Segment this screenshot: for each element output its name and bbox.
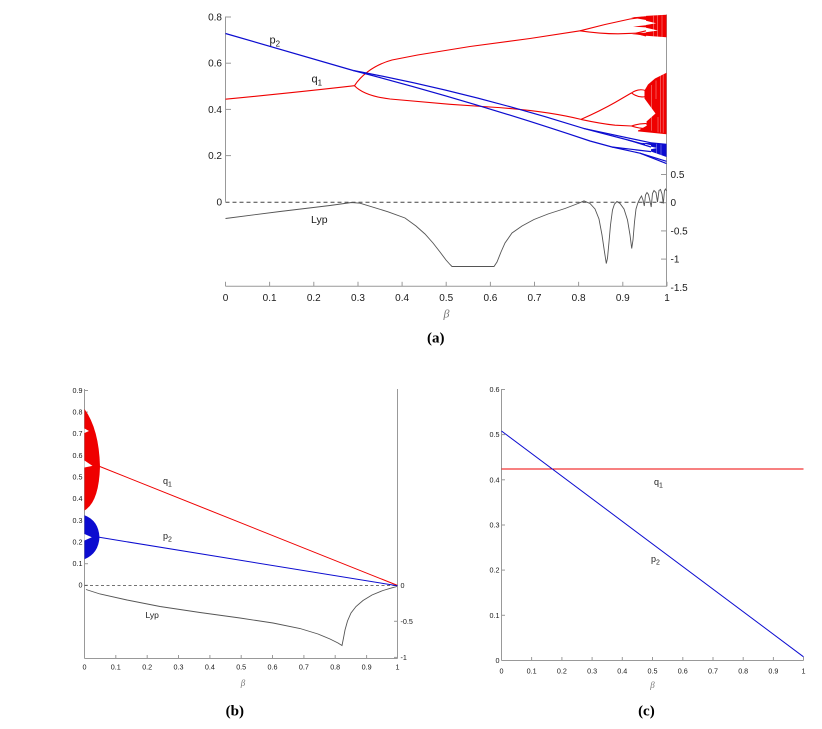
svg-text:0.1: 0.1: [527, 667, 537, 676]
svg-text:0: 0: [671, 198, 677, 209]
svg-text:0.3: 0.3: [587, 667, 597, 676]
svg-text:-1.5: -1.5: [671, 283, 689, 294]
svg-text:0.3: 0.3: [73, 516, 83, 525]
svg-text:0: 0: [401, 581, 405, 590]
svg-text:0.9: 0.9: [768, 667, 778, 676]
svg-text:1: 1: [802, 667, 806, 676]
svg-text:0.3: 0.3: [490, 521, 500, 530]
svg-text:0: 0: [496, 656, 500, 665]
svg-text:p2: p2: [651, 554, 660, 567]
svg-text:0.5: 0.5: [490, 430, 500, 439]
svg-text:0.4: 0.4: [205, 663, 215, 672]
svg-text:0.9: 0.9: [362, 663, 372, 672]
svg-text:0.6: 0.6: [490, 385, 500, 394]
svg-text:0.2: 0.2: [557, 667, 567, 676]
svg-text:0.6: 0.6: [268, 663, 278, 672]
svg-text:0.7: 0.7: [528, 293, 542, 304]
svg-text:0.4: 0.4: [490, 475, 500, 484]
svg-text:0.1: 0.1: [73, 559, 83, 568]
svg-text:0.3: 0.3: [174, 663, 184, 672]
svg-text:0.2: 0.2: [142, 663, 152, 672]
svg-text:-0.5: -0.5: [671, 226, 689, 237]
svg-text:0.1: 0.1: [111, 663, 121, 672]
svg-text:0.8: 0.8: [572, 293, 586, 304]
svg-text:0.2: 0.2: [307, 293, 321, 304]
svg-text:q1: q1: [654, 477, 663, 490]
svg-text:0.7: 0.7: [299, 663, 309, 672]
svg-text:Lyp: Lyp: [311, 214, 328, 226]
svg-text:0.7: 0.7: [708, 667, 718, 676]
svg-text:0.5: 0.5: [73, 473, 83, 482]
svg-text:0.9: 0.9: [616, 293, 630, 304]
svg-text:-1: -1: [401, 653, 407, 662]
svg-text:0.5: 0.5: [439, 293, 453, 304]
svg-text:0.8: 0.8: [73, 408, 83, 417]
svg-text:(b): (b): [226, 704, 244, 720]
svg-text:0: 0: [500, 667, 504, 676]
svg-text:0.8: 0.8: [738, 667, 748, 676]
svg-text:-0.5: -0.5: [401, 617, 413, 626]
svg-text:0.4: 0.4: [208, 105, 222, 116]
svg-text:0.8: 0.8: [208, 13, 222, 24]
svg-text:0: 0: [223, 293, 229, 304]
svg-text:p2: p2: [163, 531, 172, 544]
svg-text:0: 0: [216, 198, 222, 209]
svg-text:0.3: 0.3: [351, 293, 365, 304]
svg-text:0.5: 0.5: [671, 170, 685, 181]
svg-text:0.6: 0.6: [73, 451, 83, 460]
svg-text:0.6: 0.6: [208, 59, 222, 70]
svg-text:-1: -1: [671, 255, 680, 266]
svg-text:1: 1: [396, 663, 400, 672]
svg-text:β: β: [649, 680, 655, 690]
svg-text:β: β: [240, 678, 246, 688]
svg-text:q1: q1: [163, 476, 172, 489]
svg-text:Lyp: Lyp: [146, 610, 160, 620]
svg-text:0.4: 0.4: [617, 667, 627, 676]
svg-text:(c): (c): [638, 704, 655, 720]
svg-text:0: 0: [79, 581, 83, 590]
svg-text:p2: p2: [270, 35, 281, 49]
svg-text:0.5: 0.5: [236, 663, 246, 672]
svg-text:0.1: 0.1: [263, 293, 277, 304]
svg-text:q1: q1: [312, 74, 323, 88]
svg-text:0: 0: [83, 663, 87, 672]
svg-text:0.7: 0.7: [73, 429, 83, 438]
svg-text:0.1: 0.1: [490, 611, 500, 620]
svg-text:0.2: 0.2: [73, 537, 83, 546]
svg-text:0.2: 0.2: [490, 566, 500, 575]
svg-text:0.5: 0.5: [648, 667, 658, 676]
svg-text:(a): (a): [427, 331, 445, 347]
svg-text:0.9: 0.9: [73, 386, 83, 395]
svg-text:0.6: 0.6: [483, 293, 497, 304]
svg-text:0.4: 0.4: [73, 494, 83, 503]
svg-text:0.6: 0.6: [678, 667, 688, 676]
svg-text:0.2: 0.2: [208, 151, 222, 162]
svg-text:β: β: [443, 307, 450, 321]
svg-text:1: 1: [664, 293, 670, 304]
svg-text:0.4: 0.4: [395, 293, 409, 304]
svg-text:0.8: 0.8: [330, 663, 340, 672]
